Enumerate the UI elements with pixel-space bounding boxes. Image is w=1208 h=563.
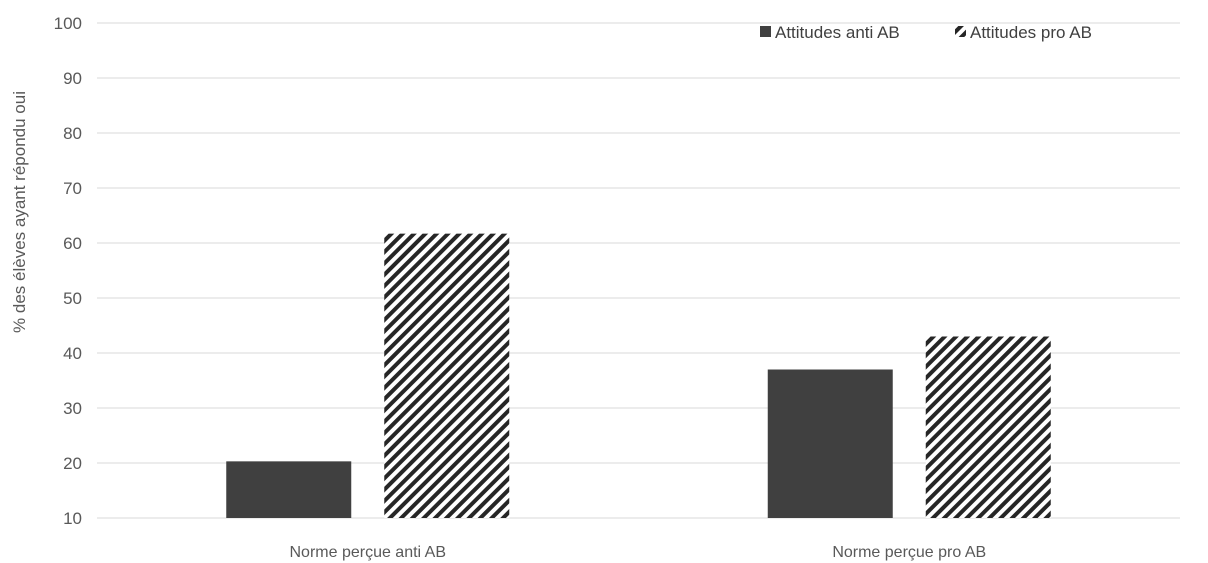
x-category-label: Norme perçue anti AB <box>289 544 446 561</box>
y-tick-label: 30 <box>63 399 82 418</box>
y-tick-label: 70 <box>63 179 82 198</box>
legend: Attitudes anti AB Attitudes pro AB <box>760 23 1092 42</box>
y-tick-label: 100 <box>54 14 82 33</box>
x-category-label: Norme perçue pro AB <box>832 544 986 561</box>
y-tick-label: 80 <box>63 124 82 143</box>
x-axis-categories: Norme perçue anti AB Norme perçue pro AB <box>289 544 986 561</box>
bar-attitudes-anti-ab <box>767 369 893 518</box>
y-tick-label: 20 <box>63 454 82 473</box>
y-tick-label: 90 <box>63 69 82 88</box>
legend-swatch <box>955 26 966 37</box>
y-tick-label: 40 <box>63 344 82 363</box>
bar-attitudes-pro-ab <box>925 336 1051 518</box>
legend-label: Attitudes anti AB <box>775 23 900 42</box>
bar-attitudes-pro-ab <box>384 233 510 518</box>
y-axis-title: % des élèves ayant répondu oui <box>10 91 29 333</box>
legend-swatch <box>760 26 771 37</box>
bars <box>226 233 1051 518</box>
legend-label: Attitudes pro AB <box>970 23 1092 42</box>
y-tick-label: 50 <box>63 289 82 308</box>
y-tick-label: 60 <box>63 234 82 253</box>
y-tick-label: 10 <box>63 509 82 528</box>
bar-attitudes-anti-ab <box>226 461 352 518</box>
y-axis-ticks: 10 20 30 40 50 60 70 80 90 100 <box>54 14 82 528</box>
